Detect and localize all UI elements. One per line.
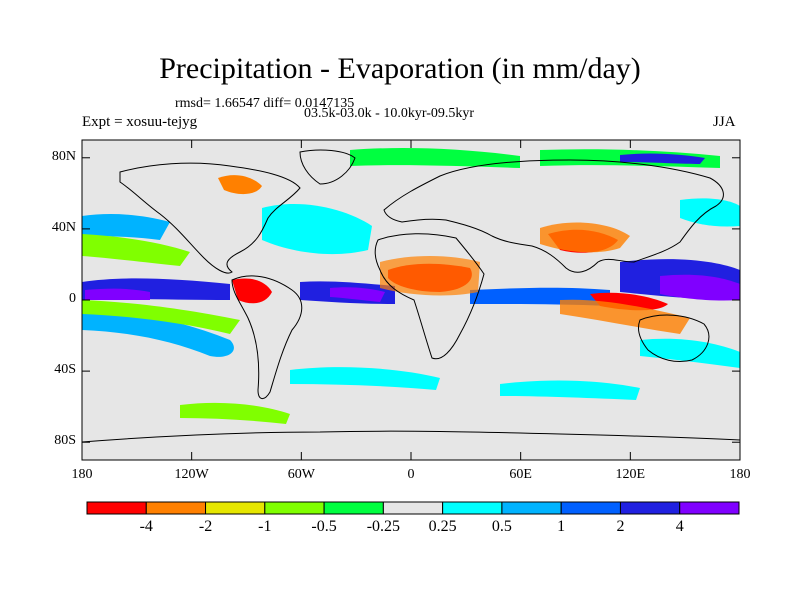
lon-label: 60E: [509, 467, 532, 482]
colorbar-label: 2: [616, 518, 625, 535]
colorbar-label: 4: [675, 518, 684, 535]
purple-pacific-east: [85, 288, 150, 300]
lat-label: 40N: [51, 219, 76, 235]
itcz-purple-westpac: [660, 274, 740, 301]
colorbar-label: 0.25: [428, 518, 457, 535]
colorbar-swatch: [679, 501, 740, 515]
itcz-purple-atlantic: [330, 287, 385, 302]
colorbar-swatch: [145, 501, 207, 515]
lon-label: 180: [71, 467, 93, 482]
season-label: JJA: [713, 114, 736, 130]
north-pacific-cyan: [82, 214, 170, 240]
sahel-orange: [380, 256, 480, 296]
arctic-blue: [620, 153, 705, 164]
southern-ocean-cyan-2: [500, 380, 640, 400]
lon-label: 60W: [287, 467, 315, 482]
colorbar-label: -4: [139, 518, 153, 535]
colorbar-swatch: [264, 501, 325, 515]
coast-north-america: [119, 162, 301, 274]
pe-contour-fields: [82, 148, 740, 424]
lon-label: 120E: [615, 467, 646, 482]
colorbar-label: -1: [258, 518, 272, 535]
coastlines: [82, 149, 740, 443]
colorbar-swatch: [205, 501, 266, 515]
coast-australia: [637, 314, 710, 363]
lat-label: 80N: [51, 148, 76, 164]
colorbar-swatch: [442, 501, 503, 515]
lat-label: 40S: [54, 362, 76, 378]
lon-label: 180: [729, 467, 751, 482]
experiment-label: Expt = xosuu-tejyg: [82, 114, 198, 130]
stats-text: rmsd= 1.66547 diff= 0.0147135: [175, 96, 355, 111]
colorbar-label: 1: [557, 518, 566, 535]
colorbar-label: -0.5: [311, 518, 337, 535]
colorbar-label: -2: [198, 518, 213, 535]
colorbar-swatch: [501, 501, 562, 515]
north-atlantic-cyan: [262, 204, 372, 255]
westpac-cyan: [680, 198, 740, 227]
north-america-dry: [218, 175, 262, 195]
period-label: 03.5k-03.0k - 10.0kyr-09.5kyr: [304, 106, 475, 121]
coast-eurasia: [383, 159, 724, 273]
colorbar: [86, 501, 740, 515]
pacific-nw-green: [82, 234, 190, 266]
amazon-dry: [232, 278, 272, 304]
south-pacific-band: [82, 310, 234, 357]
south-asia-dry-orange: [540, 222, 630, 253]
coast-africa: [374, 233, 485, 360]
coast-greenland: [299, 149, 356, 185]
indian-south-orange: [560, 299, 690, 334]
figure-title: Precipitation - Evaporation (in mm/day): [159, 52, 641, 85]
colorbar-swatch: [560, 501, 621, 515]
southern-ocean-cyan-1: [290, 367, 440, 390]
south-pacific-band-green: [82, 300, 240, 334]
coast-antarctica: [82, 430, 740, 443]
lat-label: 80S: [54, 433, 76, 449]
colorbar-swatch: [323, 501, 384, 515]
colorbar-swatch: [619, 501, 681, 515]
colorbar-swatch: [382, 501, 444, 515]
lat-label: 0: [69, 291, 76, 306]
coast-south-america: [231, 275, 303, 399]
southern-ocean-cyan-3: [640, 338, 740, 368]
colorbar-label: -0.25: [366, 518, 401, 535]
lon-label: 120W: [174, 467, 209, 482]
lon-label: 0: [407, 467, 415, 482]
colorbar-swatch: [86, 501, 147, 515]
nh-green-band: [350, 148, 520, 168]
colorbar-label: 0.5: [491, 518, 512, 535]
southern-ocean-green-4: [180, 402, 290, 424]
axis-ticks: [81, 140, 741, 460]
